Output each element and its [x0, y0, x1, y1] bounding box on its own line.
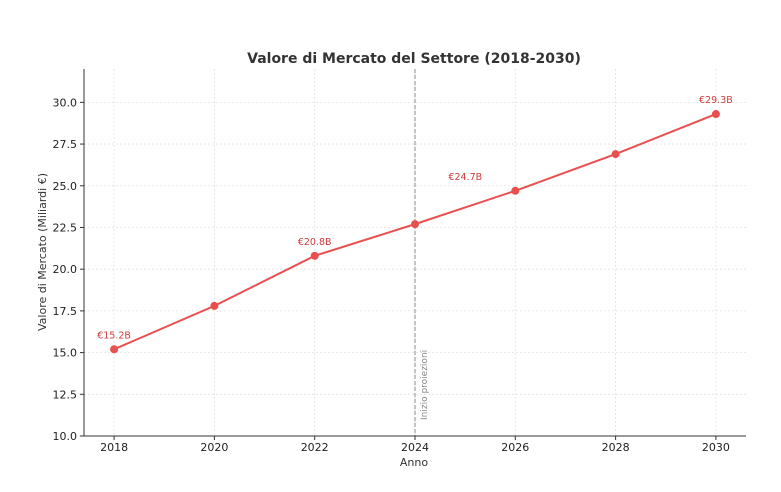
- data-point: [310, 251, 319, 260]
- x-tick-label: 2030: [702, 441, 730, 454]
- data-label: €20.8B: [298, 237, 332, 248]
- x-axis-label: Anno: [400, 456, 428, 469]
- y-tick-label: 22.5: [53, 221, 78, 234]
- x-tick-label: 2024: [401, 441, 429, 454]
- data-label: €24.7B: [448, 172, 482, 183]
- y-tick-label: 20.0: [53, 263, 78, 276]
- y-tick-label: 12.5: [53, 388, 78, 401]
- data-label: €15.2B: [97, 330, 131, 341]
- x-tick-label: 2028: [602, 441, 630, 454]
- data-point: [411, 220, 419, 229]
- data-point: [110, 345, 119, 354]
- axes: 10.0 12.5 15.0 17.5 20.0 22.5 25.0 27.5 30.0 2018…: [53, 69, 746, 454]
- data-point: [210, 301, 219, 310]
- y-tick-label: 25.0: [53, 180, 78, 193]
- data-point: [511, 186, 520, 195]
- projection-start-label: Inizio proiezioni: [420, 350, 430, 420]
- data-point: [611, 150, 620, 159]
- y-tick-label: 10.0: [53, 430, 78, 443]
- x-tick-label: 2022: [301, 441, 329, 454]
- x-tick-label: 2026: [501, 441, 529, 454]
- y-tick-label: 30.0: [53, 96, 78, 109]
- data-point: [711, 110, 720, 119]
- y-axis-label: Valore di Mercato (Miliardi €): [36, 173, 49, 331]
- x-tick-label: 2018: [100, 441, 128, 454]
- series-layer: [110, 110, 720, 354]
- data-label: €29.3B: [699, 95, 733, 106]
- y-tick-label: 27.5: [53, 138, 78, 151]
- x-tick-label: 2020: [200, 441, 228, 454]
- y-tick-label: 17.5: [53, 305, 78, 318]
- data-labels: €15.2B €20.8B €24.7B €29.3B: [97, 95, 733, 341]
- chart-title: Valore di Mercato del Settore (2018-2030…: [247, 51, 581, 67]
- y-tick-label: 15.0: [53, 347, 78, 360]
- annotation-layer: Inizio proiezioni: [414, 69, 430, 436]
